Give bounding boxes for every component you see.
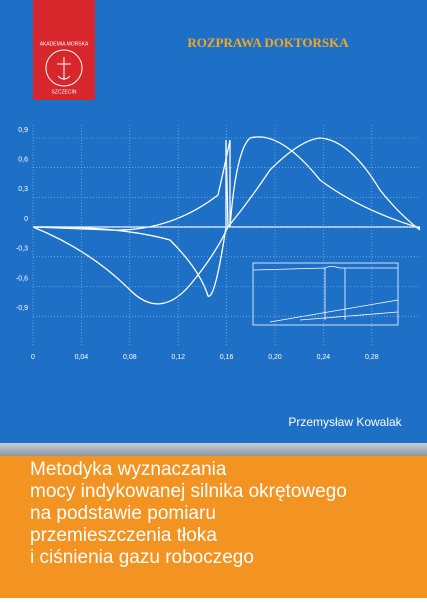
x-tick-label: 0,04 [75,354,89,361]
logo-city: SZCZECIN [52,89,77,95]
x-tick-label: 0,08 [123,354,137,361]
y-tick-label: 0 [24,216,28,223]
title-line: na podstawie pomiaru [30,503,216,524]
logo-emblem [45,49,83,87]
y-tick-label: -0,3 [16,246,28,253]
y-tick-label: 0,6 [18,157,28,164]
header-label: ROZPRAWA DOKTORSKA [187,35,349,50]
x-tick-label: 0,12 [171,354,185,361]
y-tick-label: -0,6 [16,275,28,282]
y-tick-label: 0,3 [18,186,28,193]
author: Przemysław Kowalak [288,415,402,429]
y-tick-label: 0,9 [18,127,28,134]
figure: 0,9 0,6 0,3 0 -0,3 -0,6 -0,9 0 0,04 0,08 0,12 0,16 0… [16,125,421,361]
title-line: przemieszczenia tłoka [30,525,217,546]
logo-text: AKADEMIA MORSKA [40,41,89,47]
title-line: Metodyka wyznaczania [30,459,227,480]
x-tick-label: 0,16 [220,354,234,361]
title-line: i ciśnienia gazu roboczego [30,547,254,568]
title-line: mocy indykowanej silnika okrętowego [30,481,347,502]
x-tick-label: 0,24 [317,354,331,361]
orange-background [0,456,427,598]
y-tick-label: -0,9 [16,305,28,312]
x-tick-label: 0,28 [365,354,379,361]
x-tick-label: 0 [31,354,35,361]
inset [252,262,399,326]
x-tick-label: 0,20 [268,354,282,361]
gray-band [0,443,427,456]
